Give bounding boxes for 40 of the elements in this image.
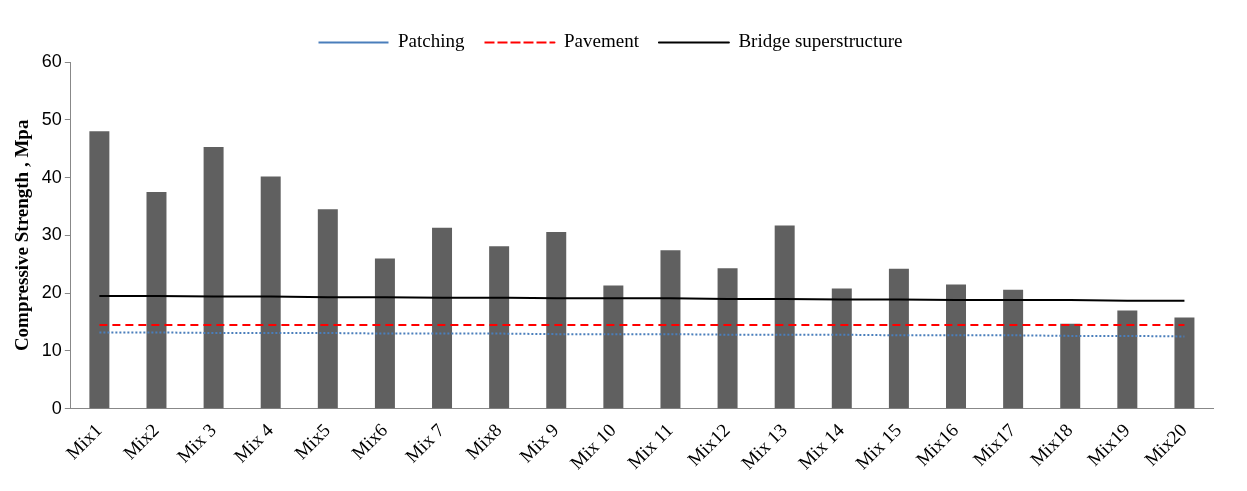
y-axis-title: Compressive Strength , Mpa <box>11 119 33 352</box>
x-tick-label: Mix 9 <box>515 419 563 467</box>
bar <box>831 288 852 409</box>
bar <box>603 285 624 409</box>
legend-label: Pavement <box>563 30 640 52</box>
y-tick-label: 20 <box>41 282 62 303</box>
y-tick-label: 30 <box>41 224 62 245</box>
bar <box>1174 317 1195 409</box>
bar <box>774 225 795 409</box>
bar <box>546 231 567 409</box>
bar <box>1003 289 1024 409</box>
bar <box>260 176 281 409</box>
x-tick-label: Mix 11 <box>623 419 677 473</box>
x-tick-label: Mix 7 <box>401 419 449 467</box>
bar <box>89 131 110 409</box>
x-tick-label: Mix 4 <box>229 418 278 467</box>
bar <box>432 227 453 409</box>
bar <box>888 268 909 409</box>
x-tick-label: Mix 14 <box>794 418 849 474</box>
legend-label: Patching <box>398 30 465 52</box>
bar <box>660 250 681 409</box>
y-tick-label: 0 <box>51 397 62 418</box>
bar <box>317 209 338 409</box>
x-tick-label: Mix 3 <box>172 419 220 467</box>
x-tick-label: Mix 10 <box>565 419 620 474</box>
x-tick-label: Mix 15 <box>851 419 906 474</box>
bar <box>1060 323 1081 409</box>
bar <box>203 146 224 409</box>
y-tick-label: 60 <box>41 50 62 71</box>
bar <box>1117 310 1138 409</box>
bar <box>374 258 395 409</box>
bar <box>946 284 966 409</box>
legend-label: Bridge superstructure <box>738 30 903 52</box>
x-tick-label: Mix 13 <box>736 419 792 474</box>
y-tick-label: 10 <box>41 339 62 360</box>
bar <box>717 268 738 409</box>
bar <box>489 246 510 409</box>
bar <box>146 192 167 409</box>
y-tick-label: 40 <box>41 166 62 187</box>
y-tick-label: 50 <box>41 108 62 129</box>
